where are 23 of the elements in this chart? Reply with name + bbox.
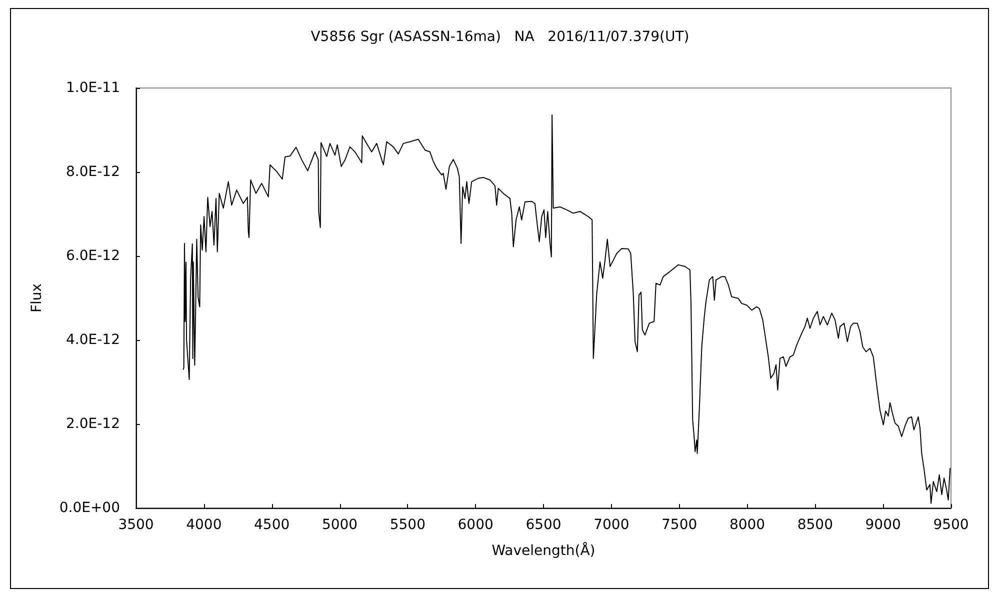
y-tick-label: 8.0E-12 bbox=[66, 164, 120, 180]
y-tick-label: 4.0E-12 bbox=[66, 332, 120, 348]
y-tick-label: 2.0E-12 bbox=[66, 416, 120, 432]
x-tick-label: 9000 bbox=[865, 517, 901, 533]
y-tick-label: 1.0E-11 bbox=[66, 80, 120, 96]
x-tick-label: 7000 bbox=[594, 517, 630, 533]
x-tick-label: 7500 bbox=[662, 517, 698, 533]
x-axis-title: Wavelength(Å) bbox=[492, 542, 596, 559]
x-tick-label: 8500 bbox=[797, 517, 833, 533]
x-tick-label: 5000 bbox=[322, 517, 358, 533]
line-series bbox=[182, 114, 951, 504]
x-tick-label: 6000 bbox=[458, 517, 494, 533]
y-tick-label: 6.0E-12 bbox=[66, 248, 120, 264]
chart-title: V5856 Sgr (ASASSN-16ma) NA 2016/11/07.379(UT) bbox=[310, 29, 690, 45]
x-tick-label: 8000 bbox=[729, 517, 766, 533]
y-tick-label: 0.0E+00 bbox=[59, 500, 120, 516]
x-tick-label: 6500 bbox=[526, 517, 562, 533]
x-tick-label: 3500 bbox=[118, 517, 154, 533]
x-tick-label: 4000 bbox=[186, 517, 222, 533]
x-tick-label: 4500 bbox=[254, 517, 290, 533]
x-tick-label: 9500 bbox=[933, 517, 969, 533]
x-tick-label: 5500 bbox=[390, 517, 426, 533]
y-axis-title: Flux bbox=[29, 283, 45, 313]
